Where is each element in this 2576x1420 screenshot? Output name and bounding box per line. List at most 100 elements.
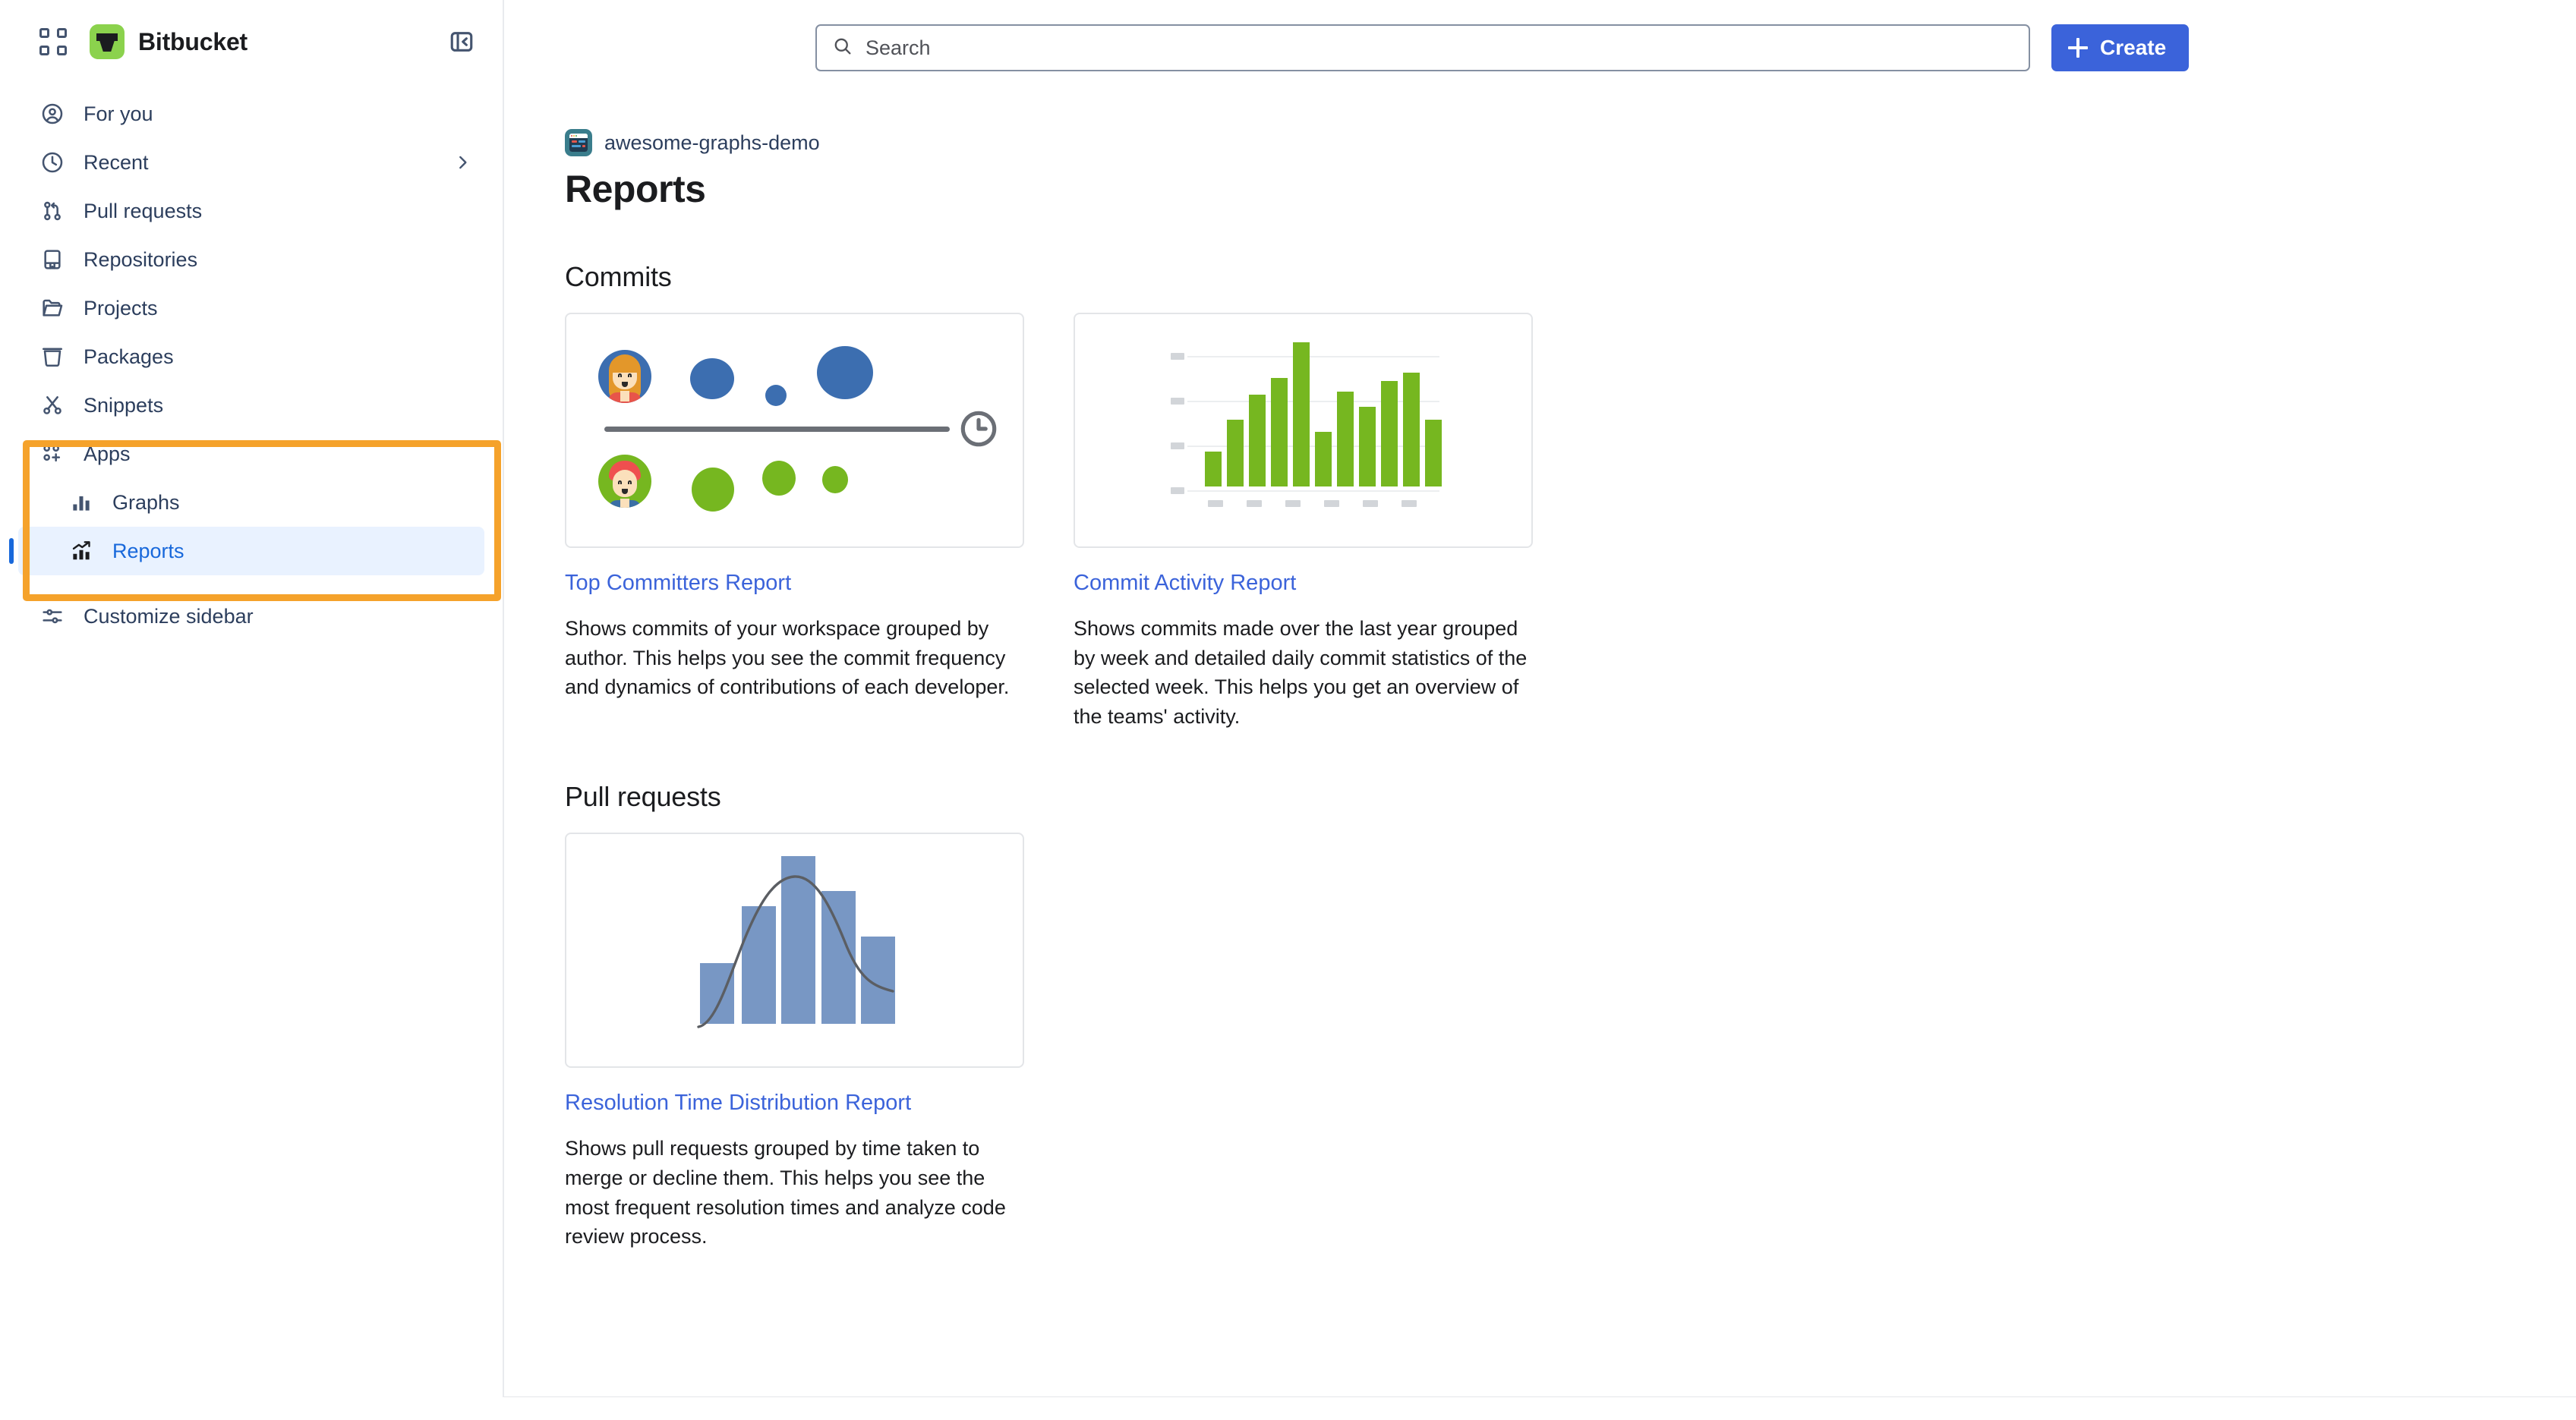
bubble-marker: [762, 461, 796, 496]
sidebar-divider-space: [0, 575, 503, 592]
sidebar-item-for-you[interactable]: For you: [18, 90, 484, 138]
breadcrumb[interactable]: awesome-graphs-demo: [565, 129, 2576, 156]
y-axis-tick: [1171, 353, 1184, 360]
sidebar-item-label: Recent: [84, 150, 149, 174]
bubble-marker: [822, 466, 848, 493]
bar: [1271, 378, 1288, 486]
top-bar: Search Create: [504, 0, 2576, 83]
x-axis-tick: [1208, 500, 1223, 507]
bar: [1293, 342, 1310, 486]
sidebar-item-pull-requests[interactable]: Pull requests: [18, 187, 484, 235]
bar: [1425, 420, 1442, 486]
y-axis-tick: [1171, 442, 1184, 449]
commit-activity-thumbnail[interactable]: [1074, 313, 1533, 548]
sidebar-item-label: Customize sidebar: [84, 604, 254, 628]
search-icon: [832, 36, 853, 61]
sliders-icon: [39, 603, 65, 629]
sidebar-item-label: Graphs: [112, 490, 180, 514]
card-list: Top Committers Report Shows commits of y…: [565, 313, 2576, 731]
breadcrumb-repo-name[interactable]: awesome-graphs-demo: [604, 131, 820, 154]
sidebar-nav: For you Recent: [0, 83, 503, 641]
bar: [821, 891, 856, 1025]
sidebar-item-label: Projects: [84, 296, 158, 320]
selected-indicator: [9, 538, 14, 564]
main-content: awesome-graphs-demo Reports Commits: [504, 83, 2576, 1397]
chevron-right-icon[interactable]: [452, 153, 472, 172]
folder-icon: [39, 295, 65, 321]
report-description: Shows commits made over the last year gr…: [1074, 617, 1528, 728]
y-axis-tick: [1171, 398, 1184, 405]
report-card-resolution-time: Resolution Time Distribution Report Show…: [565, 833, 1024, 1251]
bar: [861, 937, 895, 1025]
sidebar-item-packages[interactable]: Packages: [18, 332, 484, 381]
sidebar-header: Bitbucket: [0, 0, 503, 83]
search-input[interactable]: Search: [815, 24, 2030, 71]
card-list: Resolution Time Distribution Report Show…: [565, 833, 2576, 1251]
bell-curve-overlay: [697, 875, 894, 1029]
bitbucket-logo: [90, 24, 125, 59]
report-link-resolution-time[interactable]: Resolution Time Distribution Report: [565, 1091, 912, 1116]
collapse-sidebar-icon[interactable]: [446, 27, 477, 57]
section-pull-requests: Pull requests Resolution Time Distributi…: [565, 781, 2576, 1251]
report-description: Shows pull requests grouped by time take…: [565, 1137, 1006, 1248]
bubble-marker: [765, 385, 787, 406]
sidebar-item-label: Repositories: [84, 247, 198, 271]
bar: [1205, 452, 1222, 486]
report-description: Shows commits of your workspace grouped …: [565, 617, 1010, 699]
bar: [1337, 392, 1354, 486]
gridline: [1187, 446, 1439, 447]
section-commits: Commits: [565, 261, 2576, 731]
sidebar-item-repositories[interactable]: Repositories: [18, 235, 484, 284]
sidebar-item-reports[interactable]: Reports: [9, 527, 484, 575]
x-axis-tick: [1247, 500, 1262, 507]
plus-icon: [2068, 38, 2088, 58]
bar: [781, 856, 815, 1025]
section-title: Commits: [565, 261, 672, 292]
sidebar-item-label: Packages: [84, 345, 174, 368]
gridline: [1187, 401, 1439, 402]
timeline-axis: [604, 427, 950, 432]
report-card-commit-activity: Commit Activity Report Shows commits mad…: [1074, 313, 1533, 731]
sidebar-item-apps[interactable]: Apps: [18, 430, 484, 478]
sidebar-item-label: Reports: [112, 539, 184, 562]
bubble-marker: [817, 346, 873, 399]
clock-icon: [39, 150, 65, 175]
report-link-top-committers[interactable]: Top Committers Report: [565, 571, 792, 595]
page-title: Reports: [565, 168, 706, 210]
sidebar-item-projects[interactable]: Projects: [18, 284, 484, 332]
bar: [700, 963, 734, 1025]
clock-icon: [958, 408, 999, 453]
sidebar-item-recent[interactable]: Recent: [18, 138, 484, 187]
repository-avatar-icon: [565, 129, 592, 156]
app-switcher-icon[interactable]: [39, 28, 67, 55]
brand[interactable]: Bitbucket: [90, 24, 248, 59]
repository-icon: [39, 247, 65, 272]
sidebar: Bitbucket For you: [0, 0, 504, 1397]
section-title: Pull requests: [565, 781, 721, 813]
sidebar-item-customize-sidebar[interactable]: Customize sidebar: [18, 592, 484, 641]
bubble-marker: [692, 468, 734, 512]
x-axis-tick: [1324, 500, 1339, 507]
create-button[interactable]: Create: [2051, 24, 2190, 71]
report-card-top-committers: Top Committers Report Shows commits of y…: [565, 313, 1024, 731]
bar: [1227, 420, 1244, 486]
bar: [1403, 373, 1420, 486]
bar: [1381, 381, 1398, 486]
sidebar-item-label: Pull requests: [84, 199, 203, 222]
top-committers-thumbnail[interactable]: [565, 313, 1024, 548]
bar: [1249, 395, 1266, 486]
avatar-committer-2: [598, 455, 651, 508]
bubble-marker: [690, 358, 734, 399]
pull-request-icon: [39, 198, 65, 224]
report-link-commit-activity[interactable]: Commit Activity Report: [1074, 571, 1297, 595]
sidebar-item-label: Snippets: [84, 393, 164, 417]
trend-chart-icon: [68, 538, 94, 564]
sidebar-item-graphs[interactable]: Graphs: [18, 478, 484, 527]
y-axis-tick: [1171, 487, 1184, 494]
brand-name: Bitbucket: [138, 27, 248, 55]
resolution-time-thumbnail[interactable]: [565, 833, 1024, 1069]
person-circle-icon: [39, 101, 65, 127]
sidebar-item-snippets[interactable]: Snippets: [18, 381, 484, 430]
